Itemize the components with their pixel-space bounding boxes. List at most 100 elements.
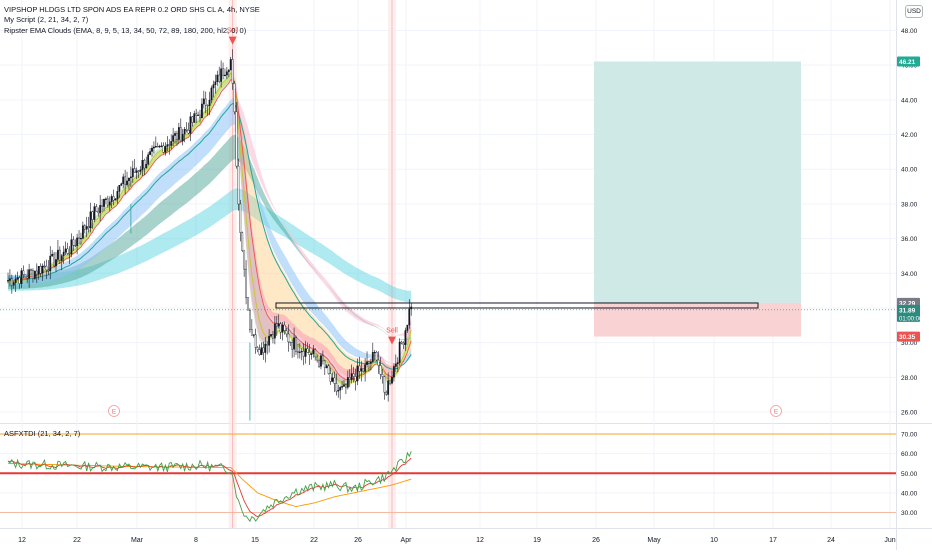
candle-body (369, 361, 372, 364)
candle-body (393, 366, 395, 378)
time-axis-label: Apr (401, 537, 413, 544)
candle-body (177, 127, 180, 140)
time-axis-label: 12 (476, 537, 484, 544)
indicator-axis-label: 60.00 (901, 451, 918, 458)
candle-body (289, 341, 292, 343)
candle-body (396, 362, 399, 365)
current-price-tag-countdown: 01:00:00 (899, 316, 923, 322)
candle-body (314, 349, 317, 358)
candle-body (206, 105, 209, 107)
candle-body (345, 384, 347, 388)
candle-body (254, 334, 257, 348)
ema-cloud-72-89 (8, 134, 412, 341)
candle-body (35, 270, 38, 275)
price-axis-label: 30.00 (901, 340, 918, 347)
candle-body (308, 352, 311, 355)
take-profit-zone (594, 61, 801, 303)
currency-button[interactable]: USD (905, 5, 923, 18)
candle-body (285, 330, 288, 335)
time-axis-label: 19 (533, 537, 541, 544)
candle-body (239, 203, 242, 233)
candle-body (383, 376, 386, 393)
candle-body (258, 349, 261, 355)
candle-body (187, 130, 190, 134)
time-axis-label: 15 (251, 537, 259, 544)
candle-body (33, 270, 36, 279)
price-axis-label: 36.00 (901, 236, 918, 243)
candle-body (153, 146, 155, 149)
candle-body (185, 129, 188, 131)
candle-body (179, 127, 182, 142)
current-price-tag-bg (897, 304, 920, 322)
clouds-legend[interactable]: Ripster EMA Clouds (EMA, 8, 9, 5, 13, 34… (4, 26, 247, 35)
candle-body (60, 255, 63, 261)
candle-body (381, 374, 384, 377)
candle-body (41, 265, 44, 274)
axes: 26.0028.0030.0032.0034.0036.0038.0040.00… (18, 28, 918, 544)
long-position-tool[interactable] (594, 61, 801, 337)
candle-body (335, 383, 338, 392)
candle-body (147, 154, 150, 165)
sell-signal-label: Sell (227, 28, 239, 35)
candle-body (116, 191, 119, 200)
tdi-indicator-pane (0, 433, 896, 523)
candle-body (87, 226, 90, 229)
candle-body (47, 269, 50, 272)
candle-body (214, 81, 217, 85)
ema-line-34 (7, 103, 412, 370)
candle-body (277, 323, 280, 327)
candle-body (325, 365, 328, 368)
script-legend[interactable]: My Script (2, 21, 34, 2, 7) (4, 15, 89, 24)
time-axis-label: May (647, 537, 661, 544)
candle-body (333, 377, 336, 384)
candles (7, 49, 413, 421)
candle-body (275, 323, 278, 327)
candle-body (327, 365, 330, 374)
candle-body (64, 248, 67, 253)
candle-body (391, 376, 393, 384)
candle-body (310, 353, 313, 355)
stop-loss-zone (594, 302, 801, 337)
candle-body (39, 266, 42, 274)
target-price-tag: 46.21 (899, 59, 916, 66)
time-axis-label: 22 (73, 537, 81, 544)
candle-body (80, 238, 82, 240)
candle-body (306, 348, 309, 353)
price-axis-label: 42.00 (901, 132, 918, 139)
candle-body (266, 343, 269, 346)
candle-body (272, 334, 274, 339)
candle-body (222, 68, 224, 76)
candle-body (191, 116, 194, 123)
candle-body (108, 201, 111, 206)
candle-body (304, 348, 307, 357)
candle-body (135, 170, 138, 173)
time-axis-label: 26 (592, 537, 600, 544)
candle-body (295, 337, 297, 352)
candle-body (9, 278, 11, 281)
candle-body (10, 278, 13, 286)
candle-body (43, 265, 46, 267)
candle-body (260, 347, 263, 355)
candle-body (66, 248, 69, 254)
candle-body (189, 116, 192, 134)
candle-body (22, 270, 25, 275)
indicator-label[interactable]: ASFXTDI (21, 34, 2, 7) (4, 429, 81, 438)
indicator-axis-label: 30.00 (901, 510, 918, 517)
candle-body (235, 111, 238, 167)
candle-body (293, 337, 295, 350)
candle-body (89, 211, 92, 229)
candle-body (387, 380, 390, 395)
candle-body (78, 237, 80, 239)
candle-body (360, 368, 363, 372)
candle-body (97, 210, 100, 214)
candle-body (227, 69, 230, 72)
candle-body (45, 265, 48, 271)
time-axis-label: 22 (310, 537, 318, 544)
candle-body (166, 144, 169, 147)
candle-body (195, 113, 198, 116)
candle-body (49, 255, 52, 272)
time-axis-label: 8 (194, 537, 198, 544)
candle-body (164, 146, 167, 153)
